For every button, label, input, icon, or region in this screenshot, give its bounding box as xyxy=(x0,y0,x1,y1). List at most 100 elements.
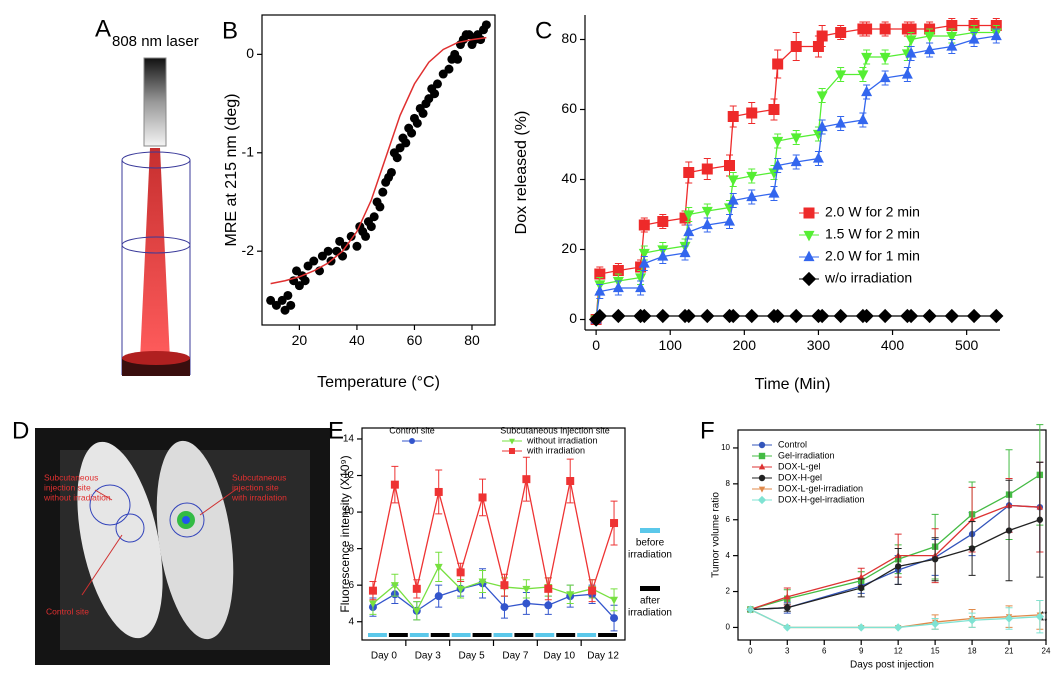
series xyxy=(746,600,1044,634)
x-tick-label: 80 xyxy=(464,332,480,348)
y-tick-label: -2 xyxy=(242,242,255,258)
marker xyxy=(901,68,913,79)
marker xyxy=(861,23,873,35)
x-tick-label: 40 xyxy=(349,332,365,348)
tube-rim xyxy=(121,151,191,169)
annotation: injection site xyxy=(232,482,279,492)
marker xyxy=(758,474,766,482)
y-tick-label: 40 xyxy=(561,170,577,186)
annotation: ** xyxy=(1041,617,1047,626)
marker xyxy=(803,207,815,219)
x-tick-label: 20 xyxy=(292,332,308,348)
marker xyxy=(746,107,758,119)
marker xyxy=(790,41,802,52)
marker xyxy=(812,152,824,163)
marker xyxy=(638,219,650,231)
marker xyxy=(772,136,784,148)
marker xyxy=(368,600,377,609)
marker xyxy=(1036,516,1044,523)
marker xyxy=(481,20,491,30)
x-tick-label: 18 xyxy=(968,647,977,656)
x-tick-label: 100 xyxy=(659,337,683,353)
series xyxy=(590,18,1002,325)
x-tick-label: 200 xyxy=(733,337,757,353)
y-tick-label: 60 xyxy=(561,100,577,116)
marker xyxy=(894,623,903,632)
marker xyxy=(612,265,624,276)
y-axis-label: Dox released (%) xyxy=(513,111,530,235)
marker xyxy=(544,584,553,593)
x-tick-label: Day 7 xyxy=(502,651,529,662)
marker xyxy=(476,35,486,45)
marker xyxy=(816,91,828,102)
y-tick-label: 8 xyxy=(726,479,731,488)
marker xyxy=(700,308,715,324)
marker xyxy=(833,308,848,324)
roi xyxy=(115,513,145,543)
laser-label: 808 nm laser xyxy=(112,33,199,50)
marker xyxy=(746,171,758,183)
marker xyxy=(679,246,691,258)
marker xyxy=(683,210,695,221)
tube-level xyxy=(121,236,191,254)
marker xyxy=(412,607,421,616)
marker xyxy=(922,308,937,324)
marker xyxy=(858,573,865,580)
marker xyxy=(637,308,652,324)
marker xyxy=(286,300,296,310)
legend-label: w/o irradiation xyxy=(824,270,912,286)
marker xyxy=(879,71,891,83)
arrow xyxy=(199,487,239,516)
legend-label: DOX-L-gel-irradiation xyxy=(778,483,863,493)
marker xyxy=(610,596,619,605)
marker xyxy=(814,308,830,324)
annotation: ** xyxy=(1041,610,1047,619)
marker xyxy=(1005,527,1013,534)
marker xyxy=(930,619,940,629)
panel-letter: A xyxy=(95,15,111,42)
marker xyxy=(968,33,980,44)
marker xyxy=(456,568,465,577)
marker xyxy=(592,308,607,324)
legend-label: without irradiation xyxy=(526,435,598,445)
panel-letter: B xyxy=(222,17,238,44)
marker xyxy=(758,441,766,449)
x-axis-label: Days post injection xyxy=(850,660,934,671)
arrow xyxy=(94,489,113,501)
marker xyxy=(434,592,443,601)
marker xyxy=(612,281,624,293)
marker xyxy=(509,448,515,454)
plot-frame xyxy=(361,427,626,641)
marker xyxy=(859,308,874,324)
y-tick-label: 0 xyxy=(246,45,254,61)
y-tick-label: 12 xyxy=(343,470,355,481)
marker xyxy=(390,582,399,590)
fluorescence xyxy=(182,516,190,524)
marker xyxy=(879,23,891,35)
marker xyxy=(744,308,759,324)
marker xyxy=(346,231,356,241)
marker xyxy=(456,585,465,594)
x-tick-label: Day 0 xyxy=(371,651,398,662)
marker xyxy=(418,108,428,118)
marker xyxy=(407,128,417,138)
marker xyxy=(812,41,824,52)
marker xyxy=(412,118,422,128)
marker xyxy=(727,111,739,122)
y-tick-label: 6 xyxy=(348,580,354,591)
irradiation-bar xyxy=(451,633,471,637)
marker xyxy=(635,273,647,284)
marker xyxy=(879,52,891,64)
y-tick-label: 20 xyxy=(561,240,577,256)
marker xyxy=(366,222,376,232)
marker xyxy=(566,591,575,599)
marker xyxy=(724,215,736,226)
x-tick-label: 15 xyxy=(931,647,940,656)
marker xyxy=(857,70,869,81)
series-line xyxy=(372,565,615,612)
y-tick-label: 0 xyxy=(569,310,577,326)
marker xyxy=(931,556,939,563)
x-tick-label: 300 xyxy=(807,337,831,353)
x-tick-label: Day 12 xyxy=(587,651,619,662)
